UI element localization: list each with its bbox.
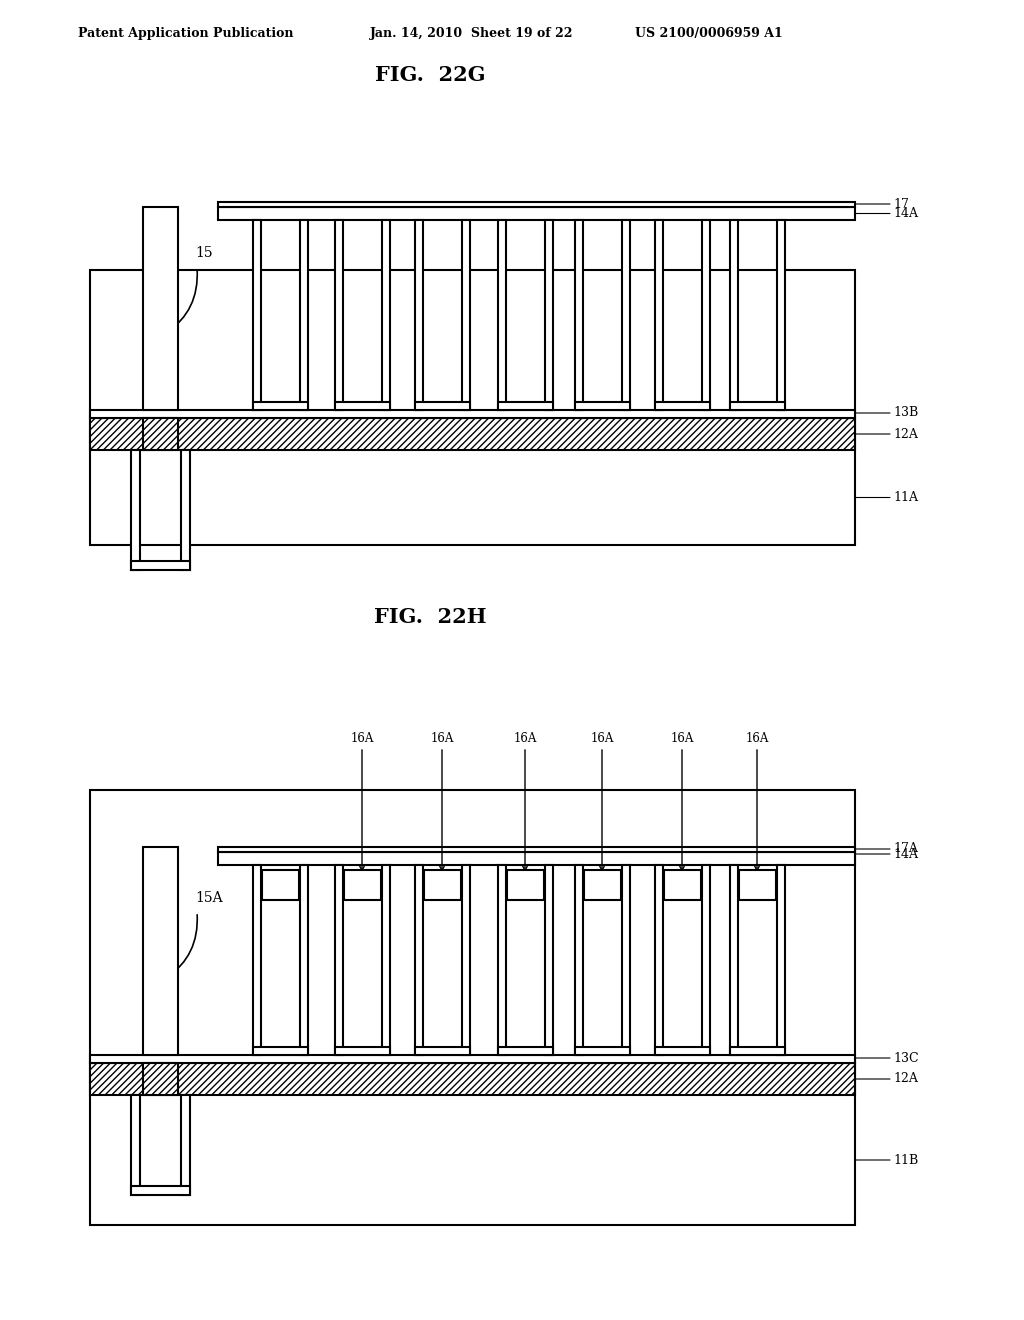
- Bar: [415, 1047, 470, 1055]
- Text: US 2100/0006959 A1: US 2100/0006959 A1: [635, 26, 782, 40]
- Bar: [498, 403, 553, 411]
- Bar: [90, 1063, 855, 1096]
- Bar: [300, 220, 308, 411]
- Bar: [702, 865, 710, 1055]
- Bar: [90, 271, 855, 545]
- Text: 16A: 16A: [745, 733, 769, 744]
- Bar: [575, 865, 583, 1055]
- Bar: [415, 403, 470, 411]
- Text: 12A: 12A: [893, 1072, 918, 1085]
- Text: 12A: 12A: [893, 428, 918, 441]
- Text: 16A: 16A: [513, 733, 537, 744]
- Bar: [655, 865, 663, 1055]
- Bar: [777, 865, 785, 1055]
- Bar: [90, 411, 855, 418]
- Bar: [545, 220, 553, 411]
- Text: 11A: 11A: [893, 491, 918, 504]
- Text: 14A: 14A: [893, 207, 918, 220]
- Bar: [181, 450, 190, 570]
- Bar: [730, 1047, 785, 1055]
- Bar: [382, 220, 390, 411]
- Bar: [739, 870, 776, 900]
- Bar: [218, 851, 855, 865]
- Bar: [584, 870, 621, 900]
- Bar: [90, 789, 855, 1225]
- Text: 16A: 16A: [350, 733, 374, 744]
- Bar: [218, 202, 855, 207]
- Bar: [415, 865, 423, 1055]
- Bar: [253, 865, 261, 1055]
- Text: 16A: 16A: [590, 733, 613, 744]
- Bar: [253, 220, 261, 411]
- Bar: [575, 220, 583, 411]
- Text: 16A: 16A: [430, 733, 454, 744]
- Bar: [143, 207, 178, 411]
- Bar: [253, 403, 308, 411]
- Bar: [143, 1063, 178, 1096]
- Bar: [131, 1096, 140, 1195]
- Bar: [131, 561, 190, 570]
- Text: FIG.  22G: FIG. 22G: [375, 65, 485, 84]
- Text: 17: 17: [893, 198, 909, 210]
- Bar: [498, 220, 506, 411]
- Text: 15A: 15A: [195, 891, 222, 906]
- Bar: [664, 870, 701, 900]
- Bar: [655, 403, 710, 411]
- Bar: [335, 865, 343, 1055]
- Bar: [575, 1047, 630, 1055]
- Bar: [498, 1047, 553, 1055]
- Bar: [655, 1047, 710, 1055]
- Bar: [253, 1047, 308, 1055]
- Bar: [415, 220, 423, 411]
- Bar: [498, 865, 506, 1055]
- Bar: [181, 1096, 190, 1195]
- Bar: [300, 865, 308, 1055]
- Bar: [218, 207, 855, 220]
- Text: FIG.  22H: FIG. 22H: [374, 607, 486, 627]
- Bar: [344, 870, 381, 900]
- Text: 11B: 11B: [893, 1154, 919, 1167]
- Text: Patent Application Publication: Patent Application Publication: [78, 26, 294, 40]
- Bar: [462, 220, 470, 411]
- Bar: [622, 220, 630, 411]
- Text: Jan. 14, 2010  Sheet 19 of 22: Jan. 14, 2010 Sheet 19 of 22: [370, 26, 573, 40]
- Bar: [131, 1185, 190, 1195]
- Bar: [262, 870, 299, 900]
- Bar: [622, 865, 630, 1055]
- Text: 14A: 14A: [893, 847, 918, 861]
- Bar: [90, 1055, 855, 1063]
- Bar: [90, 418, 855, 450]
- Bar: [218, 847, 855, 851]
- Bar: [655, 220, 663, 411]
- Bar: [545, 865, 553, 1055]
- Bar: [730, 220, 738, 411]
- Bar: [335, 1047, 390, 1055]
- Bar: [575, 403, 630, 411]
- Bar: [702, 220, 710, 411]
- Text: 13C: 13C: [893, 1052, 919, 1064]
- Bar: [507, 870, 544, 900]
- Bar: [462, 865, 470, 1055]
- Bar: [335, 403, 390, 411]
- Bar: [777, 220, 785, 411]
- Bar: [730, 865, 738, 1055]
- Bar: [131, 450, 140, 570]
- Bar: [730, 403, 785, 411]
- Text: 13B: 13B: [893, 407, 919, 420]
- Bar: [335, 220, 343, 411]
- Bar: [143, 418, 178, 450]
- Bar: [143, 847, 178, 1055]
- Text: 17A: 17A: [893, 842, 918, 855]
- Bar: [382, 865, 390, 1055]
- Text: 16A: 16A: [671, 733, 693, 744]
- Bar: [424, 870, 461, 900]
- Text: 15: 15: [195, 246, 213, 260]
